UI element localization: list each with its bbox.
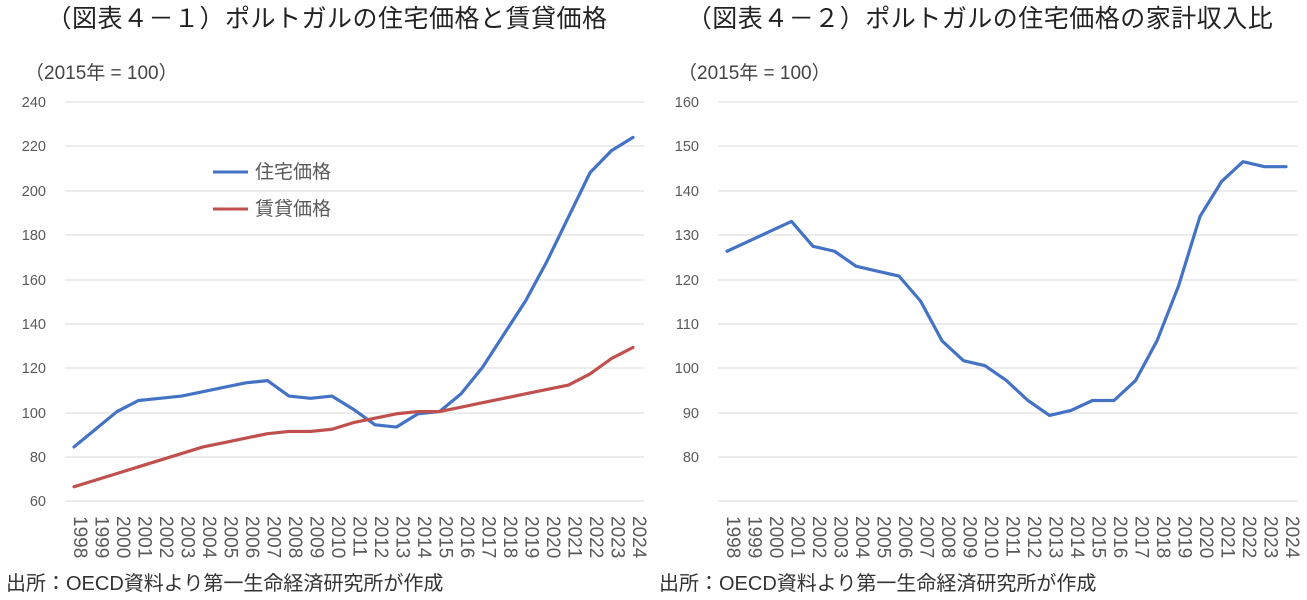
svg-text:2003: 2003 bbox=[177, 516, 198, 558]
svg-text:1998: 1998 bbox=[69, 516, 90, 558]
svg-text:2009: 2009 bbox=[306, 516, 327, 558]
svg-text:2010: 2010 bbox=[327, 516, 348, 558]
svg-text:2011: 2011 bbox=[1002, 516, 1023, 557]
svg-text:2009: 2009 bbox=[959, 516, 980, 558]
svg-text:2004: 2004 bbox=[198, 516, 219, 559]
svg-text:住宅価格: 住宅価格 bbox=[255, 161, 331, 183]
svg-text:2014: 2014 bbox=[413, 516, 434, 559]
svg-text:220: 220 bbox=[22, 139, 46, 155]
svg-text:110: 110 bbox=[676, 317, 699, 333]
svg-text:130: 130 bbox=[675, 228, 699, 244]
svg-text:2007: 2007 bbox=[263, 516, 284, 558]
svg-text:2019: 2019 bbox=[1174, 516, 1195, 558]
svg-text:2002: 2002 bbox=[155, 516, 176, 558]
svg-text:2008: 2008 bbox=[937, 516, 958, 558]
svg-text:2017: 2017 bbox=[1131, 516, 1152, 558]
svg-text:2007: 2007 bbox=[916, 516, 937, 558]
svg-text:100: 100 bbox=[675, 361, 699, 377]
svg-text:2013: 2013 bbox=[1045, 516, 1066, 558]
svg-text:2021: 2021 bbox=[1217, 516, 1238, 558]
svg-text:2010: 2010 bbox=[980, 516, 1001, 558]
svg-text:2023: 2023 bbox=[607, 516, 628, 558]
svg-text:2001: 2001 bbox=[134, 516, 155, 558]
svg-text:160: 160 bbox=[22, 273, 46, 289]
svg-text:120: 120 bbox=[22, 361, 46, 377]
svg-text:1999: 1999 bbox=[744, 516, 765, 558]
svg-text:140: 140 bbox=[675, 184, 699, 200]
svg-text:2022: 2022 bbox=[1238, 516, 1259, 558]
svg-text:2018: 2018 bbox=[1152, 516, 1173, 558]
svg-text:2020: 2020 bbox=[1195, 516, 1216, 558]
svg-text:2012: 2012 bbox=[1023, 516, 1044, 558]
svg-text:賃貸価格: 賃貸価格 bbox=[255, 198, 331, 220]
svg-text:2014: 2014 bbox=[1066, 516, 1087, 559]
svg-text:2006: 2006 bbox=[241, 516, 262, 558]
svg-text:1999: 1999 bbox=[91, 516, 112, 558]
svg-text:2022: 2022 bbox=[585, 516, 606, 558]
svg-text:2018: 2018 bbox=[499, 516, 520, 558]
svg-text:240: 240 bbox=[22, 95, 46, 111]
svg-text:2002: 2002 bbox=[808, 516, 829, 558]
svg-text:2000: 2000 bbox=[765, 516, 786, 558]
svg-text:2006: 2006 bbox=[894, 516, 915, 558]
svg-text:2016: 2016 bbox=[1109, 516, 1130, 558]
svg-text:80: 80 bbox=[30, 450, 46, 466]
svg-text:2015: 2015 bbox=[435, 516, 456, 558]
svg-text:2021: 2021 bbox=[564, 516, 585, 558]
svg-text:2024: 2024 bbox=[1281, 516, 1302, 559]
svg-text:2023: 2023 bbox=[1260, 516, 1281, 558]
svg-text:160: 160 bbox=[675, 95, 699, 111]
svg-text:2017: 2017 bbox=[478, 516, 499, 558]
svg-text:100: 100 bbox=[22, 406, 46, 422]
svg-text:2011: 2011 bbox=[349, 516, 370, 557]
svg-text:2013: 2013 bbox=[392, 516, 413, 558]
svg-text:2004: 2004 bbox=[851, 516, 872, 559]
svg-text:2012: 2012 bbox=[370, 516, 391, 558]
svg-text:2001: 2001 bbox=[787, 516, 808, 558]
svg-text:2020: 2020 bbox=[542, 516, 563, 558]
svg-text:2005: 2005 bbox=[220, 516, 241, 558]
svg-text:200: 200 bbox=[22, 184, 46, 200]
svg-text:2005: 2005 bbox=[873, 516, 894, 558]
svg-text:2015: 2015 bbox=[1088, 516, 1109, 558]
svg-text:140: 140 bbox=[22, 317, 46, 333]
svg-text:2008: 2008 bbox=[284, 516, 305, 558]
svg-text:2000: 2000 bbox=[112, 516, 133, 558]
svg-text:2003: 2003 bbox=[830, 516, 851, 558]
svg-text:180: 180 bbox=[22, 228, 46, 244]
svg-text:90: 90 bbox=[683, 406, 699, 422]
svg-text:2016: 2016 bbox=[456, 516, 477, 558]
svg-text:60: 60 bbox=[30, 494, 46, 510]
svg-text:150: 150 bbox=[675, 139, 699, 155]
svg-text:2019: 2019 bbox=[521, 516, 542, 558]
svg-text:120: 120 bbox=[675, 273, 699, 289]
svg-text:1998: 1998 bbox=[722, 516, 743, 558]
svg-text:2024: 2024 bbox=[628, 516, 649, 559]
svg-text:80: 80 bbox=[683, 450, 699, 466]
